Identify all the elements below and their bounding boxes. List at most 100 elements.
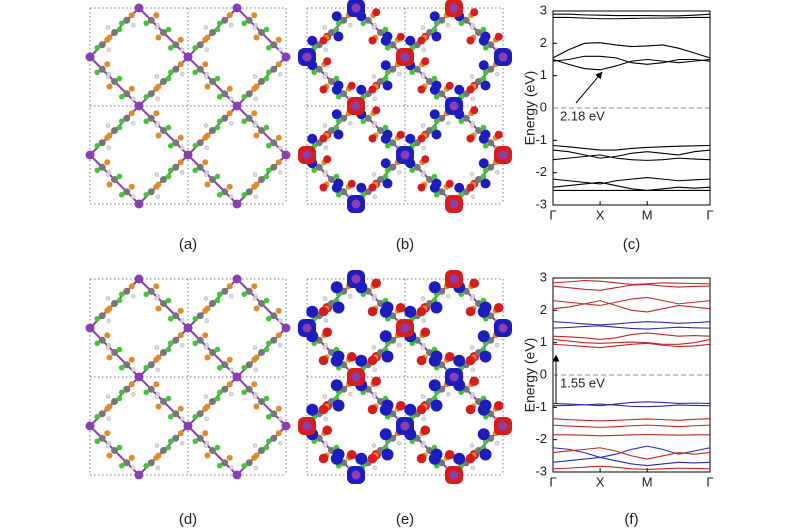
atom-cl <box>263 297 270 304</box>
atom-h <box>204 145 209 150</box>
atom-h <box>203 394 209 399</box>
atom-cl <box>265 44 272 51</box>
atom-carbon <box>377 29 384 36</box>
atom-h <box>322 74 328 79</box>
atom-cl <box>382 173 389 180</box>
atom-cl <box>382 26 389 33</box>
atom-i <box>400 150 410 160</box>
band-line <box>552 283 711 291</box>
atom-cl <box>216 93 223 100</box>
y-tick-label: 2 <box>540 35 547 50</box>
density-red <box>323 155 332 164</box>
atom-p <box>275 134 282 141</box>
density-red <box>417 85 426 94</box>
density-blue <box>380 35 391 46</box>
atom-carbon <box>389 41 397 49</box>
atom-h <box>397 343 402 348</box>
panel-label: (e) <box>396 511 414 528</box>
atom-i <box>232 3 242 13</box>
band-line <box>552 149 711 159</box>
atom-carbon <box>475 29 482 36</box>
density-blue <box>479 448 492 461</box>
density-red <box>416 355 427 366</box>
atom-p <box>128 110 135 117</box>
atom-carbon <box>426 127 433 134</box>
atom-p <box>204 132 211 139</box>
atom-cl <box>143 118 150 125</box>
atom-carbon <box>123 287 131 295</box>
density-red <box>470 106 479 115</box>
crystal-structure <box>85 3 291 209</box>
atom-cl <box>118 291 125 298</box>
atom-i <box>498 52 508 62</box>
density-blue <box>356 182 367 193</box>
atom-cl <box>192 167 199 174</box>
atom-carbon <box>364 114 372 122</box>
atom-p <box>177 430 184 437</box>
density-red <box>444 351 455 362</box>
atom-cl <box>480 26 487 33</box>
atom-carbon <box>270 410 278 418</box>
atom-h <box>322 123 328 128</box>
atom-p <box>177 332 184 339</box>
density-red <box>318 404 329 415</box>
density-blue <box>379 428 392 441</box>
atom-h <box>278 145 283 150</box>
atom-cl <box>118 20 125 27</box>
density-red <box>469 376 480 387</box>
band-line <box>552 144 711 151</box>
density-red <box>396 32 405 41</box>
atom-carbon <box>413 163 421 171</box>
atom-carbon <box>123 16 131 24</box>
atom-i <box>449 372 459 382</box>
atom-h <box>229 194 234 199</box>
atom-carbon <box>196 336 204 344</box>
atom-carbon <box>258 78 265 85</box>
density-red <box>395 400 406 411</box>
density-blue <box>379 403 392 416</box>
atom-cl <box>167 340 174 347</box>
atom-i <box>134 470 144 480</box>
atom-carbon <box>258 300 265 307</box>
atom-carbon <box>340 114 348 122</box>
atom-i <box>134 274 144 284</box>
density-blue <box>332 301 345 314</box>
atom-i <box>134 199 144 209</box>
atom-carbon <box>196 139 204 147</box>
atom-carbon <box>245 16 253 24</box>
atom-i <box>85 323 95 333</box>
density-blue <box>382 80 393 91</box>
atom-i <box>232 470 242 480</box>
density-red <box>465 355 476 366</box>
atom-carbon <box>160 127 167 134</box>
atom-cl <box>382 124 389 131</box>
density-blue <box>330 354 343 367</box>
atom-cl <box>333 124 340 131</box>
atom-cl <box>118 364 125 371</box>
density-blue <box>429 84 440 95</box>
atom-cl <box>265 438 272 445</box>
atom-carbon <box>160 447 167 454</box>
atom-i <box>302 150 312 160</box>
atom-h <box>154 296 160 301</box>
atom-carbon <box>221 90 229 98</box>
atom-cl <box>482 44 489 51</box>
atom-carbon <box>426 176 433 183</box>
atom-carbon <box>438 16 446 24</box>
atom-h <box>105 345 111 350</box>
atom-p <box>226 12 233 19</box>
density-red <box>465 404 476 415</box>
atom-carbon <box>426 29 433 36</box>
atom-cl <box>94 315 101 322</box>
density-red <box>416 453 427 464</box>
atom-cl <box>335 118 342 125</box>
atom-carbon <box>245 114 253 122</box>
atom-h <box>495 72 500 77</box>
atom-cl <box>116 75 123 82</box>
atom-h <box>180 72 185 77</box>
atom-h <box>131 23 136 28</box>
atom-cl <box>143 93 150 100</box>
atom-carbon <box>258 349 265 356</box>
atom-carbon <box>221 459 229 467</box>
density-blue <box>478 35 489 46</box>
